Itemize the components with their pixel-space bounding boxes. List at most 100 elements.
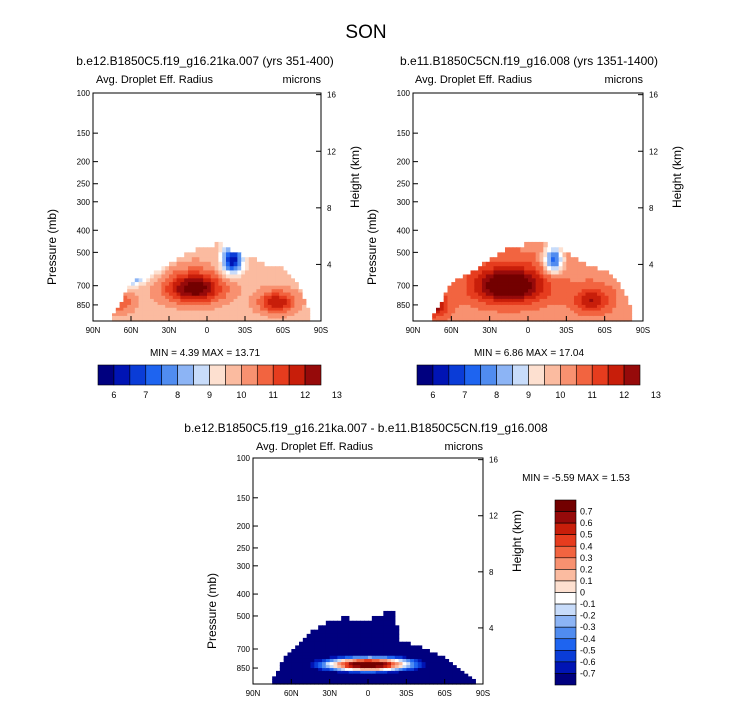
heatmap-cell <box>551 318 556 322</box>
heatmap-cell <box>387 610 392 617</box>
heatmap-cell <box>248 285 254 290</box>
heatmap-cell <box>447 301 452 306</box>
heatmap-cell <box>524 278 529 283</box>
heatmap-cell <box>161 315 166 320</box>
heatmap-cell <box>233 266 238 272</box>
heatmap-cell <box>539 318 544 322</box>
heatmap-cell <box>150 295 155 300</box>
heatmap-cell <box>337 658 342 663</box>
heatmap-cell <box>489 304 495 309</box>
heatmap-cell <box>566 270 571 276</box>
heatmap-cell <box>577 310 583 314</box>
heatmap-cell <box>207 310 212 314</box>
heatmap-cell <box>474 270 479 276</box>
heatmap-cell <box>302 641 308 647</box>
heatmap-cell <box>375 645 381 650</box>
heatmap-cell <box>138 289 143 294</box>
heatmap-cell <box>379 648 384 654</box>
heatmap-cell <box>283 278 288 283</box>
heatmap-cell <box>524 310 529 314</box>
heatmap-cell <box>406 673 411 677</box>
heatmap-cell <box>593 315 598 320</box>
heatmap-cell <box>589 282 594 287</box>
heatmap-cell <box>562 270 567 276</box>
heatmap-cell <box>439 313 445 317</box>
heatmap-cell <box>466 295 472 300</box>
heatmap-cell <box>547 257 552 263</box>
heatmap-cell <box>322 641 327 647</box>
heatmap-cell <box>210 315 216 320</box>
heatmap-cell <box>341 676 346 680</box>
heatmap-cell <box>329 652 335 657</box>
heatmap-cell <box>501 285 506 290</box>
heatmap-cell <box>371 673 377 677</box>
heatmap-cell <box>123 310 128 314</box>
heatmap-cell <box>256 301 261 306</box>
panel-2: b.e11.B1850C5CN.f19_g16.008 (yrs 1351-14… <box>365 54 684 400</box>
heatmap-cell <box>543 295 548 300</box>
heatmap-cell <box>391 629 396 635</box>
heatmap-cell <box>233 274 238 279</box>
heatmap-cell <box>279 304 284 309</box>
heatmap-cell <box>191 301 197 306</box>
y-tick-label: 700 <box>397 282 411 291</box>
heatmap-cell <box>531 304 537 309</box>
heatmap-cell <box>452 681 457 685</box>
heatmap-cell <box>616 315 621 320</box>
heatmap-cell <box>440 670 446 675</box>
heatmap-cell <box>616 298 621 303</box>
heatmap-cell <box>391 658 396 663</box>
heatmap-cell <box>290 292 295 297</box>
heatmap-cell <box>535 304 541 309</box>
heatmap-cell <box>433 662 438 666</box>
heatmap-cell <box>241 289 246 294</box>
heatmap-cell <box>161 266 166 272</box>
heatmap-cell <box>520 257 525 263</box>
heatmap-cell <box>485 304 491 309</box>
heatmap-cell <box>455 289 460 294</box>
heatmap-cell <box>410 681 415 685</box>
colorbar-label: -0.5 <box>580 645 596 655</box>
heatmap-cell <box>161 282 166 287</box>
heatmap-cell <box>597 301 602 306</box>
heatmap-cell <box>360 629 365 635</box>
heatmap-cell <box>368 662 373 666</box>
heatmap-cell <box>218 304 223 309</box>
heatmap-cell <box>287 681 292 685</box>
heatmap-cell <box>474 313 479 317</box>
colorbar-label: 0 <box>580 588 585 598</box>
heatmap-cell <box>188 295 193 300</box>
heatmap-cell <box>520 304 525 309</box>
heatmap-cell <box>508 315 514 320</box>
heatmap-cell <box>241 301 246 306</box>
heatmap-cell <box>229 278 235 283</box>
heatmap-cell <box>176 289 181 294</box>
heatmap-cell <box>325 637 331 643</box>
heatmap-cell <box>417 662 423 666</box>
heatmap-cell <box>547 278 552 283</box>
heatmap-cell <box>290 313 295 317</box>
heatmap-cell <box>142 298 147 303</box>
heatmap-cell <box>325 676 331 680</box>
heatmap-cell <box>554 270 560 276</box>
heatmap-cell <box>252 304 257 309</box>
heatmap-cell <box>535 315 541 320</box>
heatmap-cell <box>547 247 552 253</box>
heatmap-cell <box>524 241 529 248</box>
heatmap-cell <box>275 295 280 300</box>
colorbar-box <box>272 364 290 386</box>
heatmap-cell <box>585 274 590 279</box>
heatmap-cell <box>260 274 265 279</box>
heatmap-cell <box>115 307 121 312</box>
heatmap-cell <box>402 668 407 672</box>
heatmap-cell <box>379 670 384 675</box>
heatmap-cell <box>364 648 369 654</box>
heatmap-cell <box>406 668 411 672</box>
heatmap-cell <box>447 313 452 317</box>
heatmap-cell <box>456 681 461 685</box>
heatmap-cell <box>425 652 430 657</box>
heatmap-cell <box>417 681 423 685</box>
heatmap-cell <box>554 292 560 297</box>
heatmap-cell <box>505 282 510 287</box>
